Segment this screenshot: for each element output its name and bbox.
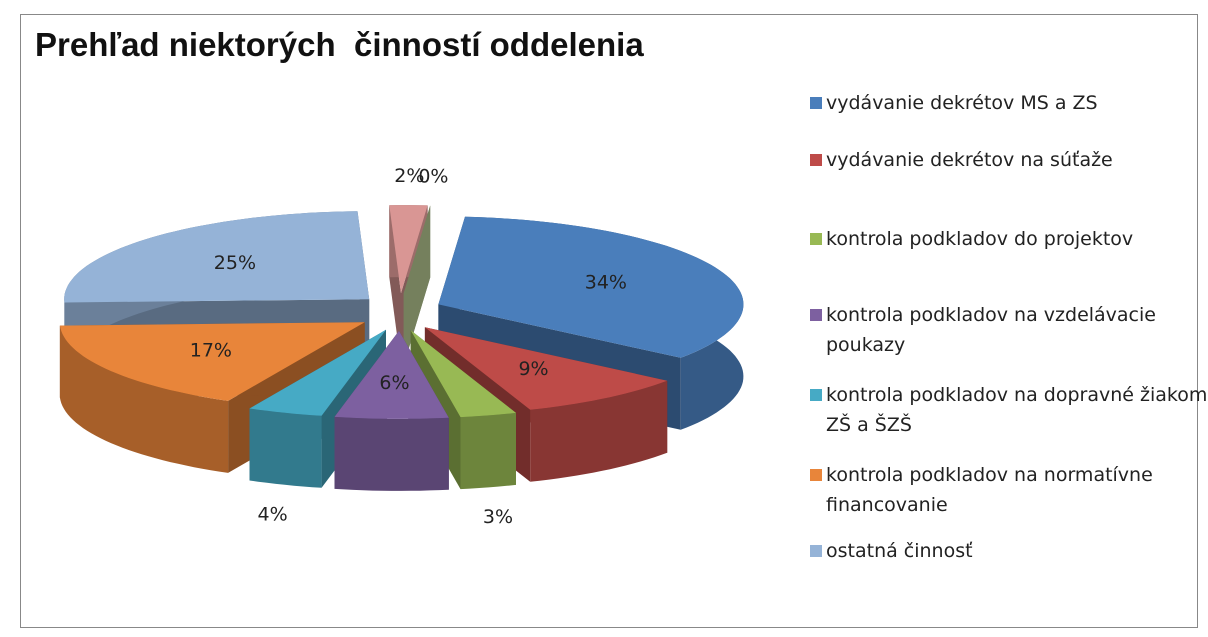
data-label: 9% [518, 358, 548, 380]
legend-item: ostatná činnosť [810, 536, 1208, 566]
slice [424, 327, 668, 410]
legend-swatch [810, 309, 822, 321]
legend-item: vydávanie dekrétov na súťaže [810, 145, 1208, 175]
legend-label: ostatná činnosť [826, 540, 973, 562]
slice [334, 330, 449, 419]
chart-frame [20, 14, 1198, 628]
legend-swatch [810, 469, 822, 481]
legend-item: vydávanie dekrétov MS a ZS [810, 88, 1208, 118]
legend-item: kontrola podkladov na dopravné žiakom ZŠ… [810, 380, 1208, 440]
legend-label: vydávanie dekrétov na súťaže [826, 149, 1113, 171]
legend-swatch [810, 233, 822, 245]
data-label: 6% [379, 372, 409, 394]
legend-item: kontrola podkladov do projektov [810, 224, 1208, 254]
data-label: 17% [190, 339, 232, 361]
slice-wall [59, 325, 229, 473]
slice [438, 216, 744, 358]
legend-label: kontrola podkladov na vzdelávacie poukaz… [826, 304, 1156, 356]
slice-wall [530, 380, 668, 482]
slice-side [403, 205, 431, 366]
slice-wall [249, 408, 322, 488]
slice [249, 329, 386, 416]
legend-label: vydávanie dekrétov MS a ZS [826, 92, 1098, 114]
slice [410, 330, 516, 418]
legend-swatch [810, 154, 822, 166]
chart-title: Prehľad niektorých činností oddelenia [35, 26, 644, 63]
data-label: 0% [418, 165, 448, 187]
legend-swatch [810, 545, 822, 557]
slice [389, 205, 428, 294]
data-label: 34% [585, 272, 627, 294]
slice [64, 211, 370, 303]
legend-label: kontrola podkladov na normatívne financo… [826, 464, 1153, 516]
slice-wall [334, 416, 449, 491]
legend-swatch [810, 389, 822, 401]
legend-label: kontrola podkladov do projektov [826, 228, 1134, 250]
data-label: 3% [483, 506, 513, 528]
legend-item: kontrola podkladov na vzdelávacie poukaz… [810, 300, 1208, 360]
slice [59, 322, 365, 401]
legend-item: kontrola podkladov na normatívne financo… [810, 460, 1208, 520]
legend-swatch [810, 97, 822, 109]
data-label: 25% [214, 252, 256, 274]
data-label: 2% [394, 165, 424, 187]
data-label: 4% [258, 503, 288, 525]
slice-wall [460, 412, 516, 490]
legend-label: kontrola podkladov na dopravné žiakom ZŠ… [826, 384, 1208, 436]
